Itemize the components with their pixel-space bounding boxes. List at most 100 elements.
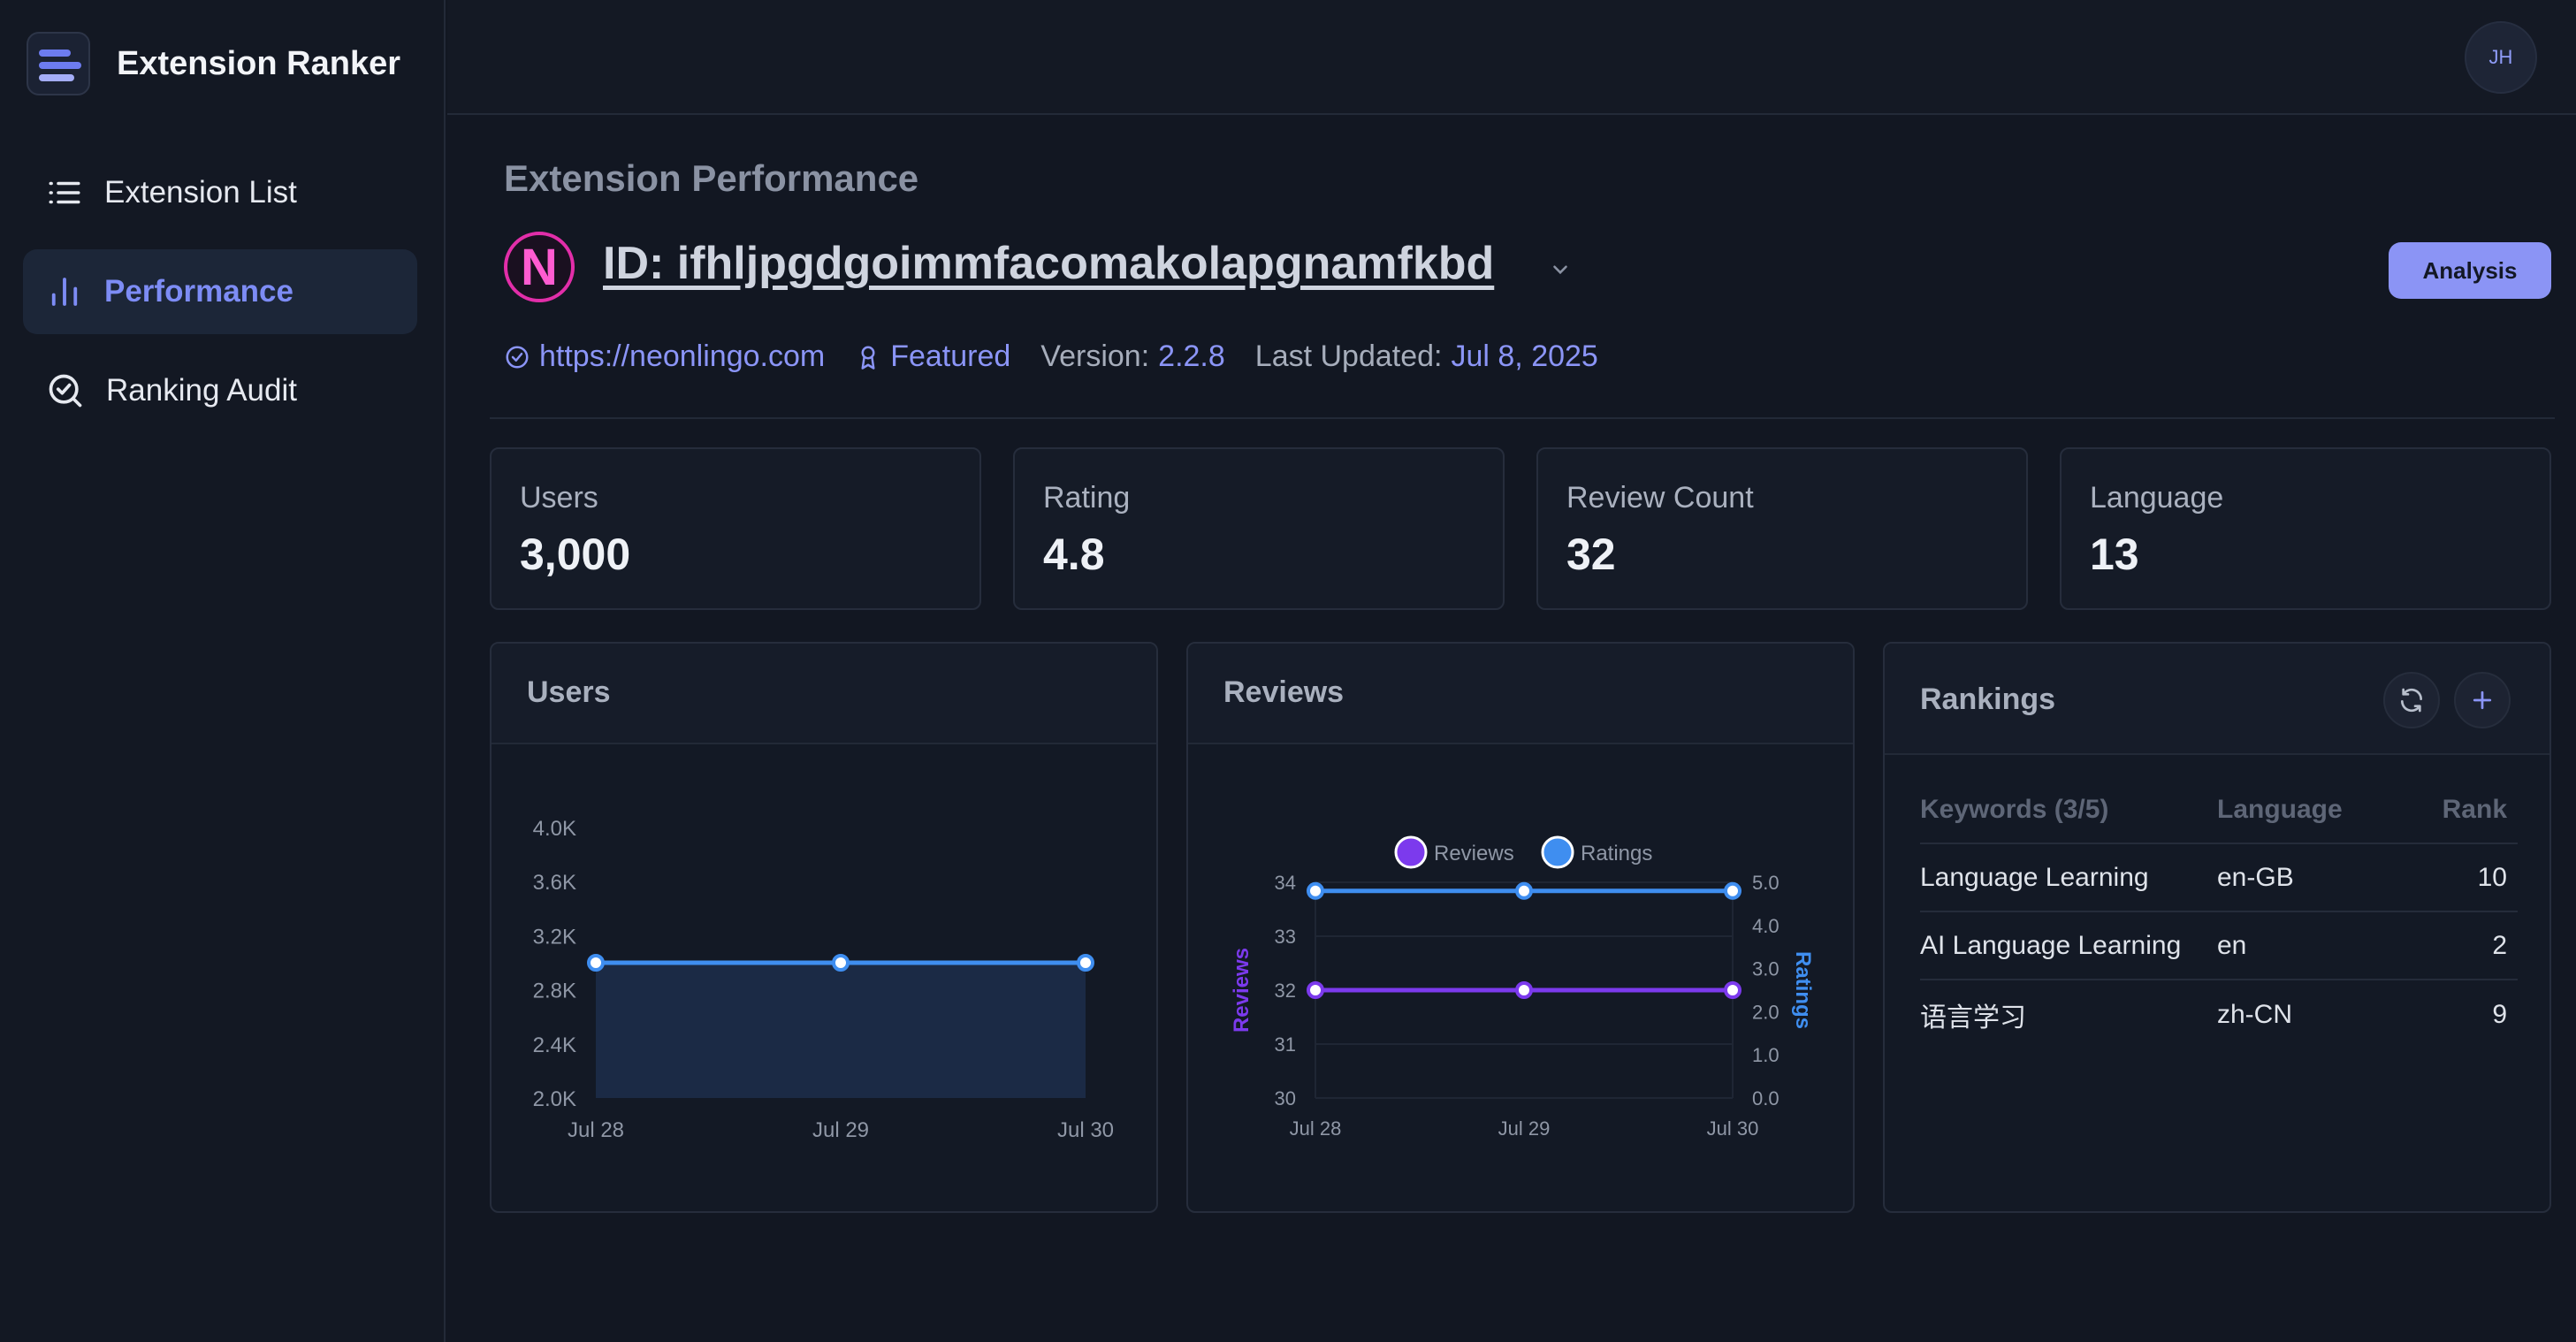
card-title: Rankings <box>1920 682 2056 716</box>
updated-label: Last Updated: <box>1254 339 1443 373</box>
version-label: Version: <box>1040 339 1150 373</box>
column-header-keywords[interactable]: Keywords (3/5) <box>1920 794 2109 824</box>
rank-cell: 9 <box>2492 999 2507 1029</box>
x-tick-label: Jul 30 <box>1707 1117 1759 1140</box>
divider <box>490 417 2555 419</box>
data-point <box>1515 881 1533 900</box>
avatar[interactable]: JH <box>2465 21 2537 94</box>
legend-marker <box>1394 835 1428 869</box>
rankings-table: Keywords (3/5) Language Rank Language Le… <box>1920 776 2518 1048</box>
x-tick-label: Jul 29 <box>1498 1117 1551 1140</box>
bar-chart-icon <box>51 278 78 306</box>
y2-tick-label: 1.0 <box>1752 1044 1780 1066</box>
sidebar-item-performance[interactable]: Performance <box>23 249 417 334</box>
refresh-icon <box>2401 688 2422 713</box>
column-header-language[interactable]: Language <box>2217 794 2343 824</box>
stat-label: Users <box>520 481 598 515</box>
list-icon <box>49 181 80 204</box>
page-title: Extension Performance <box>504 157 919 199</box>
table-row[interactable]: 语言学习 zh-CN 9 <box>1920 980 2518 1048</box>
table-row[interactable]: AI Language Learning en 2 <box>1920 912 2518 980</box>
data-point <box>1724 981 1741 999</box>
stat-value: 13 <box>2090 530 2139 579</box>
area-fill <box>596 963 1086 1098</box>
language-cell: en-GB <box>2217 862 2294 892</box>
card-title: Users <box>527 675 611 709</box>
featured-badge: Featured <box>855 339 1010 374</box>
award-icon <box>861 346 875 370</box>
version-value: 2.2.8 <box>1158 339 1225 373</box>
y-tick-label: 3.6K <box>533 871 576 895</box>
stat-label: Rating <box>1043 481 1131 515</box>
y-tick-label: 2.0K <box>533 1087 576 1111</box>
data-point <box>1077 954 1094 972</box>
card-header: Rankings <box>1885 644 2549 755</box>
stat-value: 32 <box>1566 530 1616 579</box>
rank-cell: 10 <box>2477 862 2507 892</box>
website-link[interactable]: https://neonlingo.com <box>504 339 825 374</box>
rankings-card: Rankings Keywords (3/5) Language Rank La <box>1883 642 2551 1213</box>
y-tick-label: 30 <box>1275 1087 1296 1109</box>
x-tick-label: Jul 30 <box>1057 1118 1114 1142</box>
y-tick-label: 32 <box>1275 980 1296 1002</box>
card-header: Users <box>492 644 1156 744</box>
sidebar-item-extension-list[interactable]: Extension List <box>23 150 417 235</box>
y-tick-label: 31 <box>1275 1033 1296 1056</box>
x-tick-label: Jul 28 <box>1290 1117 1342 1140</box>
data-point <box>832 954 850 972</box>
y2-tick-label: 2.0 <box>1752 1001 1780 1023</box>
legend-marker <box>1541 835 1574 869</box>
x-tick-label: Jul 28 <box>568 1118 624 1142</box>
card-title: Reviews <box>1223 675 1345 709</box>
keyword-cell: AI Language Learning <box>1920 930 2182 960</box>
y-tick-label: 4.0K <box>533 817 576 841</box>
column-header-rank[interactable]: Rank <box>2442 794 2507 824</box>
reviews-chart: 30 31 32 33 34 0.0 1.0 2.0 3.0 4.0 5.0 Jul 28 Jul 29… <box>1230 835 1815 1140</box>
stat-value: 3,000 <box>520 530 631 579</box>
data-point <box>1515 981 1533 999</box>
y-tick-label: 2.8K <box>533 980 576 1003</box>
extension-id-selector[interactable]: ID: ifhljpgdgoimmfacomakolapgnamfkbd <box>603 238 1495 289</box>
keyword-cell: 语言学习 <box>1920 1003 2026 1033</box>
sidebar: Extension Ranker Extension List Performa… <box>0 0 446 1342</box>
website-url: https://neonlingo.com <box>539 339 826 373</box>
analysis-button[interactable]: Analysis <box>2389 242 2551 299</box>
card-header: Reviews <box>1188 644 1853 744</box>
users-chart-card: Users 2.0K 2.4K 2.8K 3.2K 3.6K 4.0K Jul 28 Jul … <box>490 642 1158 1213</box>
legend-label: Ratings <box>1581 842 1652 865</box>
updated-value: Jul 8, 2025 <box>1451 339 1598 373</box>
stat-card-users: Users 3,000 <box>490 447 981 610</box>
legend-label: Reviews <box>1434 842 1514 865</box>
sidebar-nav: Extension List Performance Ranking Audit <box>23 150 417 447</box>
extension-meta: https://neonlingo.com Featured Version: … <box>504 339 1598 374</box>
extension-logo: N <box>504 232 575 302</box>
y2-tick-label: 0.0 <box>1752 1087 1780 1109</box>
y2-axis-title: Ratings <box>1791 951 1815 1029</box>
sidebar-item-label: Extension List <box>104 175 297 210</box>
y-tick-label: 34 <box>1275 872 1296 894</box>
table-row[interactable]: Language Learning en-GB 10 <box>1920 844 2518 912</box>
stat-label: Language <box>2090 481 2224 515</box>
data-point <box>1307 981 1324 999</box>
refresh-button[interactable] <box>2383 672 2440 728</box>
featured-label: Featured <box>890 339 1011 373</box>
brand[interactable]: Extension Ranker <box>27 32 400 95</box>
add-keyword-button[interactable] <box>2454 672 2511 728</box>
sidebar-item-ranking-audit[interactable]: Ranking Audit <box>23 348 417 433</box>
language-cell: en <box>2217 930 2247 960</box>
users-chart: 2.0K 2.4K 2.8K 3.2K 3.6K 4.0K Jul 28 Jul 29 Jul … <box>533 817 1114 1142</box>
y-tick-label: 2.4K <box>533 1033 576 1057</box>
language-cell: zh-CN <box>2217 999 2293 1029</box>
x-tick-label: Jul 29 <box>812 1118 869 1142</box>
y-tick-label: 33 <box>1275 926 1296 948</box>
keyword-cell: Language Learning <box>1920 862 2149 892</box>
stat-label: Review Count <box>1566 481 1754 515</box>
rank-cell: 2 <box>2492 930 2507 960</box>
sidebar-item-label: Performance <box>104 274 293 309</box>
y2-tick-label: 4.0 <box>1752 915 1780 937</box>
stat-card-language: Language 13 <box>2060 447 2551 610</box>
app-logo-icon <box>27 32 90 95</box>
table-header: Keywords (3/5) Language Rank <box>1920 776 2518 844</box>
chevron-down-icon[interactable] <box>1549 258 1572 281</box>
stat-card-rating: Rating 4.8 <box>1013 447 1505 610</box>
